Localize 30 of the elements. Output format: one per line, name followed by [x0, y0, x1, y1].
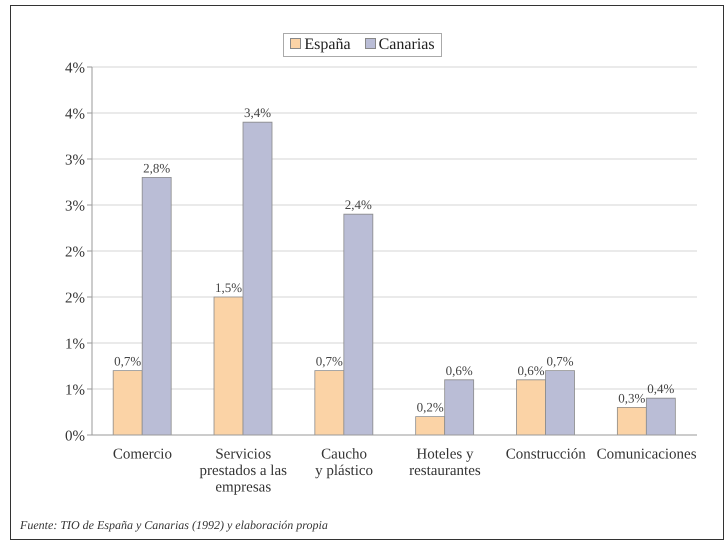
x-tick-label: Hoteles y restaurantes [409, 446, 481, 479]
legend-label: España [303, 36, 351, 53]
data-label: 0,2% [416, 400, 444, 415]
data-label: 0,7% [316, 354, 344, 369]
y-tick-label: 3% [65, 152, 85, 168]
y-tick-label: 4% [65, 106, 85, 122]
data-label: 0,7% [546, 354, 574, 369]
data-label: 0,3% [618, 390, 646, 406]
y-tick-label: 2% [65, 244, 85, 260]
x-tick-label: Comercio [112, 446, 172, 462]
x-tick-label: Comunicaciones [596, 446, 697, 462]
x-tick-label: Servicios prestados a las empresas [200, 446, 288, 496]
y-tick-label: 4% [65, 60, 85, 76]
legend-label: Canarias [378, 36, 435, 53]
data-label: 0,7% [114, 354, 142, 369]
source-note: Fuente: TIO de España y Canarias (1992) y elaboración propia [20, 518, 328, 533]
data-label: 0,4% [647, 381, 675, 396]
y-tick-label: 1% [65, 382, 85, 398]
data-label: 1,5% [214, 280, 242, 295]
y-tick-label: 2% [65, 290, 85, 306]
data-label: 2,4% [344, 197, 372, 212]
data-label: 0,6% [446, 362, 473, 378]
y-tick-label: 0% [65, 428, 85, 444]
data-label: 0,6% [517, 362, 545, 378]
x-tick-label: Caucho y plástico [315, 446, 374, 479]
data-label: 3,4% [244, 105, 272, 120]
x-tick-label: Construcción [506, 446, 586, 462]
y-tick-label: 3% [65, 198, 85, 214]
data-label: 2,8% [143, 160, 170, 176]
y-tick-label: 1% [65, 336, 85, 352]
